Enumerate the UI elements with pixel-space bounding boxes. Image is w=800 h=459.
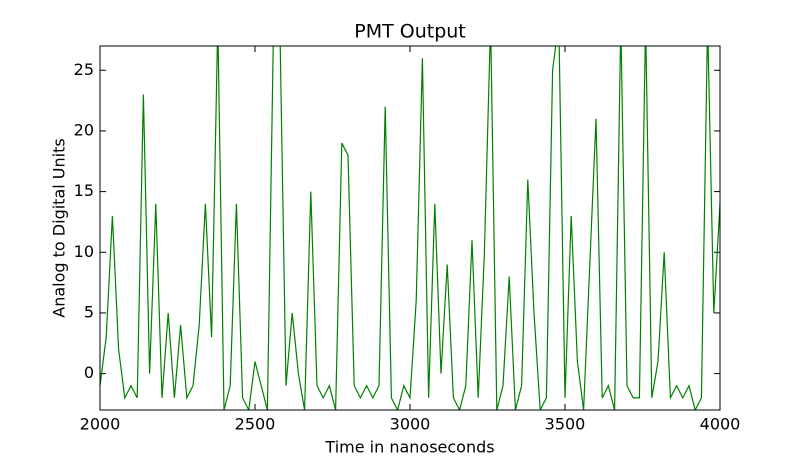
x-axis-label: Time in nanoseconds	[324, 438, 494, 456]
x-tick-label: 3000	[390, 415, 431, 434]
y-tick-label: 20	[74, 120, 94, 139]
y-tick-label: 10	[74, 242, 94, 261]
x-tick-label: 2500	[235, 415, 276, 434]
y-tick-label: 5	[84, 302, 94, 321]
plot-frame	[99, 45, 721, 411]
y-axis-label: Analog to Digital Units	[50, 138, 69, 317]
x-tick-label: 4000	[700, 415, 741, 434]
data-line	[100, 46, 720, 410]
x-tick-label: 3500	[545, 415, 586, 434]
y-tick-label: 25	[74, 60, 94, 79]
y-tick-label: 0	[84, 363, 94, 382]
y-tick-label: 15	[74, 181, 94, 200]
x-tick-label: 2000	[80, 415, 121, 434]
chart-title: PMT Output	[354, 21, 466, 43]
